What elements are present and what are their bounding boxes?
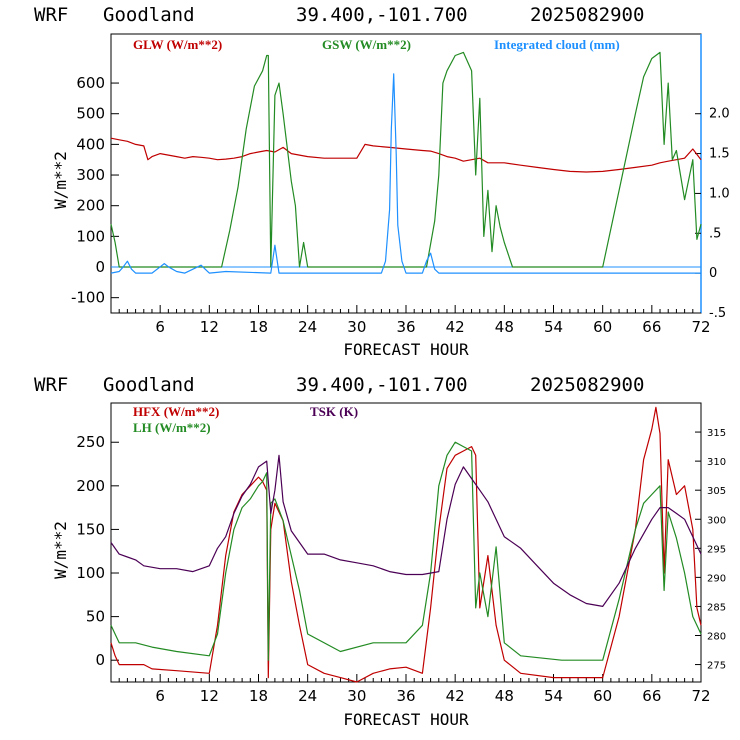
- x-tick-label: 12: [200, 687, 219, 705]
- y-tick-label: 0: [95, 258, 105, 276]
- y2-tick-label: 295: [707, 544, 726, 555]
- panel2-series: [110, 406, 702, 683]
- header-coords-2: 39.400,-101.700: [296, 374, 468, 396]
- header-model-2: WRF: [34, 374, 68, 396]
- header-model: WRF: [34, 4, 68, 26]
- panel2-axes: 6 12 18 24 30 36 42 48 54 60 66 72 0 50 100 150 200 250 27…: [76, 428, 726, 705]
- header-date: 2025082900: [530, 4, 644, 26]
- y-tick-label: 250: [76, 433, 105, 451]
- y2-tick-label: .5: [709, 226, 721, 241]
- x-tick-label: 24: [298, 318, 317, 336]
- x-tick-label: 36: [396, 318, 415, 336]
- x-tick-label: 72: [691, 687, 710, 705]
- x-tick-label: 66: [642, 318, 661, 336]
- y-tick-label: 100: [76, 564, 105, 582]
- y-tick-label: 150: [76, 520, 105, 538]
- y-tick-label: 600: [76, 74, 105, 92]
- x-axis-title: FORECAST HOUR: [343, 340, 469, 359]
- series-line-2-2: [110, 441, 702, 661]
- x-tick-label: 12: [200, 318, 219, 336]
- y2-tick-label: 290: [707, 573, 726, 584]
- y2-tick-label: 285: [707, 602, 726, 613]
- series-line-2-1: [110, 406, 702, 683]
- x-tick-label: 72: [691, 318, 710, 336]
- y2-tick-label: 305: [707, 486, 726, 497]
- panel-surface-fluxes: WRF Goodland 39.400,-101.700 2025082900 …: [34, 374, 726, 729]
- series-line-2-3: [110, 454, 702, 607]
- y2-tick-label: 0: [709, 266, 717, 281]
- header-site-2: Goodland: [103, 374, 195, 396]
- x-tick-label: 48: [495, 687, 514, 705]
- header-site: Goodland: [103, 4, 195, 26]
- y2-tick-label: 2.0: [709, 107, 730, 122]
- panel1-axes: 6 12 18 24 30 36 42 48 54 60 66 72 -100 0 100 200 300 400…: [71, 74, 730, 336]
- y-axis-title: W/m**2: [51, 151, 70, 209]
- plot-frame: [110, 33, 702, 314]
- panel-radiation: WRF Goodland 39.400,-101.700 2025082900 …: [34, 4, 730, 359]
- legend-tsk: TSK (K): [310, 404, 358, 419]
- x-tick-label: 66: [642, 687, 661, 705]
- header-coords: 39.400,-101.700: [296, 4, 468, 26]
- legend-gsw: GSW (W/m**2): [322, 37, 411, 52]
- x-tick-label: 6: [155, 687, 165, 705]
- x-tick-label: 60: [593, 318, 612, 336]
- y-tick-label: -100: [71, 289, 105, 307]
- y-tick-label: 400: [76, 135, 105, 153]
- series-line-1-1: [110, 137, 702, 173]
- x-tick-label: 6: [155, 318, 165, 336]
- legend-glw: GLW (W/m**2): [133, 37, 222, 52]
- panel1-series: [110, 51, 702, 274]
- legend-hfx: HFX (W/m**2): [133, 404, 219, 419]
- y-tick-label: 200: [76, 477, 105, 495]
- y2-tick-label: 310: [707, 457, 726, 468]
- y-tick-label: 0: [95, 651, 105, 669]
- y2-tick-label: 300: [707, 515, 726, 526]
- x-tick-label: 30: [347, 687, 366, 705]
- x-tick-label: 30: [347, 318, 366, 336]
- y2-tick-label: 1.0: [709, 186, 730, 201]
- x-tick-label: 18: [249, 318, 268, 336]
- y-tick-label: 200: [76, 197, 105, 215]
- header-date-2: 2025082900: [530, 374, 644, 396]
- y2-tick-label: 280: [707, 632, 726, 643]
- y-tick-label: 50: [86, 608, 105, 626]
- y2-tick-label: -.5: [709, 306, 726, 321]
- y2-tick-label: 1.5: [709, 147, 730, 162]
- y-axis-title-2: W/m**2: [51, 521, 70, 579]
- x-tick-label: 60: [593, 687, 612, 705]
- x-tick-label: 18: [249, 687, 268, 705]
- x-tick-label: 42: [446, 687, 465, 705]
- y-tick-label: 100: [76, 227, 105, 245]
- legend-cloud: Integrated cloud (mm): [494, 37, 620, 52]
- series-line-1-3: [110, 73, 701, 274]
- legend-lh: LH (W/m**2): [133, 420, 211, 435]
- x-tick-label: 48: [495, 318, 514, 336]
- x-tick-label: 36: [396, 687, 415, 705]
- y2-tick-label: 315: [707, 428, 726, 439]
- x-tick-label: 54: [544, 318, 563, 336]
- x-tick-label: 24: [298, 687, 317, 705]
- x-axis-title-2: FORECAST HOUR: [343, 710, 469, 729]
- series-line-1-2: [110, 51, 702, 268]
- y2-tick-label: 275: [707, 661, 726, 672]
- y-tick-label: 500: [76, 105, 105, 123]
- x-tick-label: 54: [544, 687, 563, 705]
- x-tick-label: 42: [446, 318, 465, 336]
- y-tick-label: 300: [76, 166, 105, 184]
